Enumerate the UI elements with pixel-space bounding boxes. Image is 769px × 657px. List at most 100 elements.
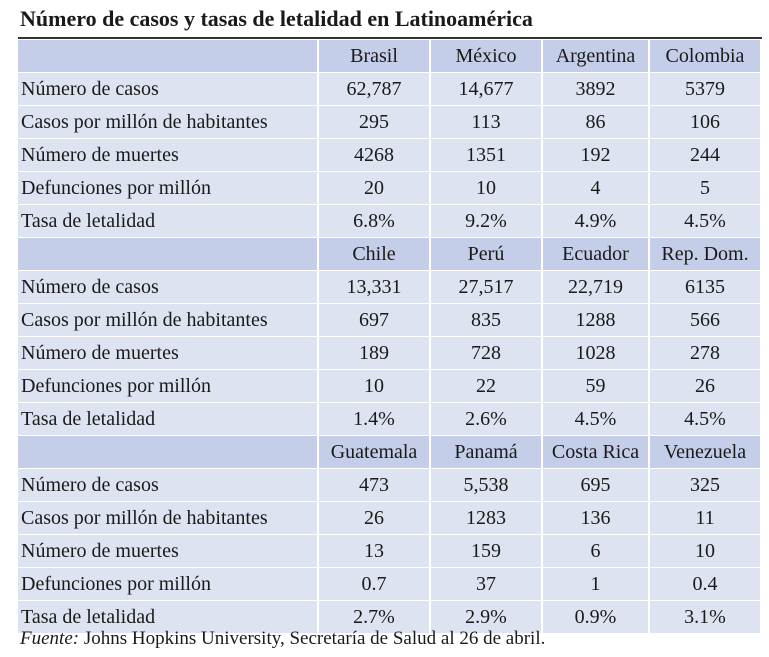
country-header: Rep. Dom.: [650, 238, 762, 271]
table-cell: 3892: [543, 73, 650, 106]
table-cell: 136: [543, 502, 650, 535]
table-cell: 2.9%: [431, 601, 543, 634]
table-cell: 1351: [431, 139, 543, 172]
row-label: Número de casos: [18, 73, 319, 106]
table-cell: 37: [431, 568, 543, 601]
header-blank-cell: [18, 238, 319, 271]
table-cell: 106: [650, 106, 762, 139]
cases-table: Brasil México Argentina Colombia Número de c…: [18, 40, 762, 634]
table-cell: 6: [543, 535, 650, 568]
table-cell: 2.7%: [319, 601, 431, 634]
row-label: Número de casos: [18, 271, 319, 304]
table-row: Tasa de letalidad 1.4% 2.6% 4.5% 4.5%: [18, 403, 762, 436]
table-cell: 697: [319, 304, 431, 337]
table-row: Casos por millón de habitantes 295 113 86 10…: [18, 106, 762, 139]
table-cell: 27,517: [431, 271, 543, 304]
table-cell: 4.5%: [650, 403, 762, 436]
table-cell: 278: [650, 337, 762, 370]
table-cell: 6135: [650, 271, 762, 304]
row-label: Número de muertes: [18, 139, 319, 172]
table-row: Número de muertes 13 159 6 10: [18, 535, 762, 568]
table-row: Defunciones por millón 10 22 59 26: [18, 370, 762, 403]
country-header: Venezuela: [650, 436, 762, 469]
table-row: Casos por millón de habitantes 697 835 1288…: [18, 304, 762, 337]
table-row: Tasa de letalidad 2.7% 2.9% 0.9% 3.1%: [18, 601, 762, 634]
table-cell: 62,787: [319, 73, 431, 106]
row-label: Defunciones por millón: [18, 172, 319, 205]
table-cell: 0.7: [319, 568, 431, 601]
table-cell: 566: [650, 304, 762, 337]
table-cell: 11: [650, 502, 762, 535]
row-label: Tasa de letalidad: [18, 205, 319, 238]
table-cell: 5,538: [431, 469, 543, 502]
table-row: Casos por millón de habitantes 26 1283 136 1…: [18, 502, 762, 535]
table-cell: 0.4: [650, 568, 762, 601]
row-label: Número de muertes: [18, 337, 319, 370]
country-header: Chile: [319, 238, 431, 271]
table-cell: 13,331: [319, 271, 431, 304]
table-cell: 5: [650, 172, 762, 205]
table-cell: 1.4%: [319, 403, 431, 436]
header-blank-cell: [18, 436, 319, 469]
table-cell: 10: [431, 172, 543, 205]
country-header: México: [431, 40, 543, 73]
table-cell: 10: [650, 535, 762, 568]
table-cell: 59: [543, 370, 650, 403]
table-cell: 22,719: [543, 271, 650, 304]
table-cell: 4268: [319, 139, 431, 172]
source-prefix: Fuente:: [20, 628, 80, 649]
country-header-row: Brasil México Argentina Colombia: [18, 40, 762, 73]
row-label: Tasa de letalidad: [18, 403, 319, 436]
table-cell: 20: [319, 172, 431, 205]
table-cell: 295: [319, 106, 431, 139]
table-cell: 113: [431, 106, 543, 139]
table-row: Número de casos 13,331 27,517 22,719 6135: [18, 271, 762, 304]
table-cell: 325: [650, 469, 762, 502]
table-cell: 9.2%: [431, 205, 543, 238]
country-header: Panamá: [431, 436, 543, 469]
table-cell: 4.5%: [543, 403, 650, 436]
table-title: Número de casos y tasas de letalidad en …: [20, 6, 533, 31]
table-cell: 4: [543, 172, 650, 205]
table-cell: 244: [650, 139, 762, 172]
table-cell: 1028: [543, 337, 650, 370]
table-cell: 1: [543, 568, 650, 601]
table-cell: 86: [543, 106, 650, 139]
table-cell: 1283: [431, 502, 543, 535]
table-cell: 473: [319, 469, 431, 502]
source-note: Fuente: Johns Hopkins University, Secret…: [20, 628, 545, 650]
table-cell: 159: [431, 535, 543, 568]
row-label: Defunciones por millón: [18, 370, 319, 403]
table-row: Número de muertes 4268 1351 192 244: [18, 139, 762, 172]
row-label: Número de muertes: [18, 535, 319, 568]
country-header: Ecuador: [543, 238, 650, 271]
table-cell: 22: [431, 370, 543, 403]
table-cell: 1288: [543, 304, 650, 337]
table-cell: 13: [319, 535, 431, 568]
country-header: Perú: [431, 238, 543, 271]
country-header: Brasil: [319, 40, 431, 73]
country-header: Colombia: [650, 40, 762, 73]
table-cell: 6.8%: [319, 205, 431, 238]
row-label: Tasa de letalidad: [18, 601, 319, 634]
title-rule: [18, 37, 762, 39]
table-cell: 3.1%: [650, 601, 762, 634]
country-header-row: Chile Perú Ecuador Rep. Dom.: [18, 238, 762, 271]
country-header: Guatemala: [319, 436, 431, 469]
table-cell: 695: [543, 469, 650, 502]
table-cell: 10: [319, 370, 431, 403]
table-row: Número de casos 62,787 14,677 3892 5379: [18, 73, 762, 106]
row-label: Casos por millón de habitantes: [18, 106, 319, 139]
row-label: Casos por millón de habitantes: [18, 502, 319, 535]
table-cell: 189: [319, 337, 431, 370]
table-row: Tasa de letalidad 6.8% 9.2% 4.9% 4.5%: [18, 205, 762, 238]
country-header: Costa Rica: [543, 436, 650, 469]
table-row: Defunciones por millón 0.7 37 1 0.4: [18, 568, 762, 601]
table-row: Defunciones por millón 20 10 4 5: [18, 172, 762, 205]
table-cell: 728: [431, 337, 543, 370]
source-text: Johns Hopkins University, Secretaría de …: [79, 628, 546, 649]
table-cell: 26: [650, 370, 762, 403]
country-header: Argentina: [543, 40, 650, 73]
table-row: Número de muertes 189 728 1028 278: [18, 337, 762, 370]
table-cell: 2.6%: [431, 403, 543, 436]
